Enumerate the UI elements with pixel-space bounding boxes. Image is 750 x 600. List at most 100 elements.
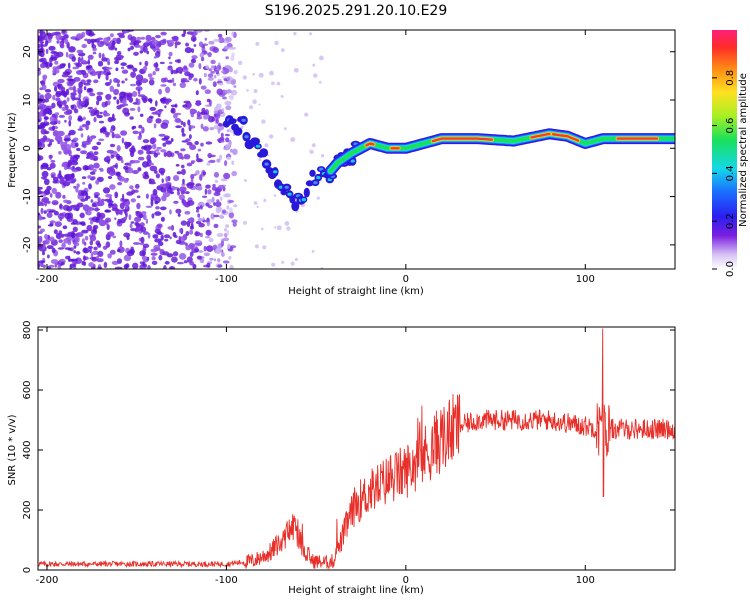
noise-blob bbox=[228, 199, 234, 203]
noise-blob bbox=[225, 105, 232, 111]
noise-blob bbox=[112, 164, 118, 168]
noise-blob bbox=[124, 141, 128, 146]
noise-blob bbox=[203, 73, 207, 78]
noise-blob bbox=[87, 175, 92, 179]
noise-blob bbox=[252, 73, 255, 76]
noise-blob bbox=[107, 41, 112, 48]
noise-blob bbox=[152, 188, 158, 196]
noise-blob bbox=[145, 34, 152, 42]
noise-blob bbox=[185, 231, 190, 236]
noise-blob bbox=[191, 55, 198, 60]
ridge-blob bbox=[259, 148, 269, 158]
noise-blob bbox=[96, 91, 104, 96]
noise-blob bbox=[121, 66, 125, 70]
noise-blob bbox=[230, 55, 235, 62]
noise-blob bbox=[109, 85, 115, 93]
noise-blob bbox=[183, 100, 191, 104]
noise-blob bbox=[198, 78, 202, 85]
noise-blob bbox=[274, 40, 279, 46]
noise-blob bbox=[182, 178, 185, 184]
noise-blob bbox=[129, 116, 134, 120]
noise-blob bbox=[61, 242, 66, 249]
noise-blob bbox=[153, 56, 157, 59]
noise-blob bbox=[210, 65, 215, 69]
noise-blob bbox=[139, 61, 142, 66]
noise-blob bbox=[154, 149, 160, 152]
noise-blob bbox=[40, 176, 48, 180]
noise-blob bbox=[194, 249, 199, 252]
noise-blob bbox=[81, 260, 86, 266]
noise-blob bbox=[223, 45, 229, 50]
noise-blob bbox=[94, 194, 99, 199]
noise-blob bbox=[81, 176, 87, 180]
noise-blob bbox=[154, 211, 162, 216]
noise-blob bbox=[142, 161, 149, 168]
noise-blob bbox=[150, 116, 154, 119]
noise-blob bbox=[135, 183, 140, 189]
noise-blob bbox=[119, 55, 124, 59]
noise-blob bbox=[40, 202, 45, 207]
noise-blob bbox=[42, 196, 50, 203]
noise-blob bbox=[139, 113, 144, 118]
noise-blob bbox=[72, 226, 78, 233]
noise-blob bbox=[221, 252, 225, 257]
noise-blob bbox=[165, 176, 169, 183]
noise-blob bbox=[164, 105, 167, 109]
noise-blob bbox=[114, 47, 118, 51]
colorbar-tick-label: 0.0 bbox=[725, 261, 736, 277]
noise-blob bbox=[160, 84, 167, 87]
noise-blob bbox=[226, 76, 231, 81]
noise-blob bbox=[97, 72, 102, 77]
noise-blob bbox=[96, 100, 100, 106]
noise-blob bbox=[159, 39, 167, 46]
noise-blob bbox=[61, 74, 69, 78]
noise-blob bbox=[203, 252, 210, 257]
spectrogram-y-ticks: 20 10 0 -10 -20 bbox=[22, 45, 675, 253]
spectrogram-noise bbox=[38, 30, 325, 269]
snr-y-label: SNR (10 * v/v) bbox=[7, 414, 18, 485]
noise-blob bbox=[207, 189, 212, 195]
noise-blob bbox=[208, 160, 216, 163]
noise-blob bbox=[64, 212, 72, 220]
noise-blob bbox=[153, 152, 158, 158]
noise-blob bbox=[90, 199, 94, 203]
ridge-core bbox=[319, 167, 324, 171]
noise-blob bbox=[195, 170, 200, 175]
noise-blob bbox=[67, 75, 73, 78]
noise-blob bbox=[143, 65, 148, 72]
noise-blob bbox=[196, 111, 201, 117]
colorbar-gradient bbox=[712, 30, 737, 269]
noise-blob bbox=[215, 201, 222, 208]
noise-blob bbox=[165, 182, 172, 186]
noise-blob bbox=[219, 154, 223, 160]
chart-title: S196.2025.291.20.10.E29 bbox=[265, 3, 448, 19]
noise-blob bbox=[80, 190, 88, 196]
noise-blob bbox=[49, 154, 52, 160]
noise-blob bbox=[254, 244, 259, 249]
noise-blob bbox=[202, 195, 208, 198]
noise-blob bbox=[69, 265, 72, 269]
noise-blob bbox=[141, 211, 147, 215]
noise-blob bbox=[253, 201, 258, 205]
noise-blob bbox=[120, 130, 128, 136]
noise-blob bbox=[106, 155, 110, 161]
noise-blob bbox=[38, 236, 43, 243]
noise-blob bbox=[177, 152, 183, 159]
noise-blob bbox=[81, 123, 87, 128]
ridge-core bbox=[301, 198, 307, 202]
noise-blob bbox=[120, 62, 127, 67]
noise-blob bbox=[123, 209, 127, 214]
noise-blob bbox=[217, 264, 223, 268]
noise-blob bbox=[72, 97, 81, 101]
noise-blob bbox=[128, 214, 132, 221]
noise-blob bbox=[233, 70, 238, 75]
noise-blob bbox=[137, 106, 141, 113]
noise-blob bbox=[183, 260, 188, 264]
noise-blob bbox=[139, 250, 146, 257]
noise-blob bbox=[174, 118, 181, 123]
noise-blob bbox=[110, 167, 116, 174]
noise-blob bbox=[38, 231, 43, 234]
noise-blob bbox=[196, 185, 203, 191]
noise-blob bbox=[160, 234, 164, 241]
noise-blob bbox=[183, 30, 186, 35]
